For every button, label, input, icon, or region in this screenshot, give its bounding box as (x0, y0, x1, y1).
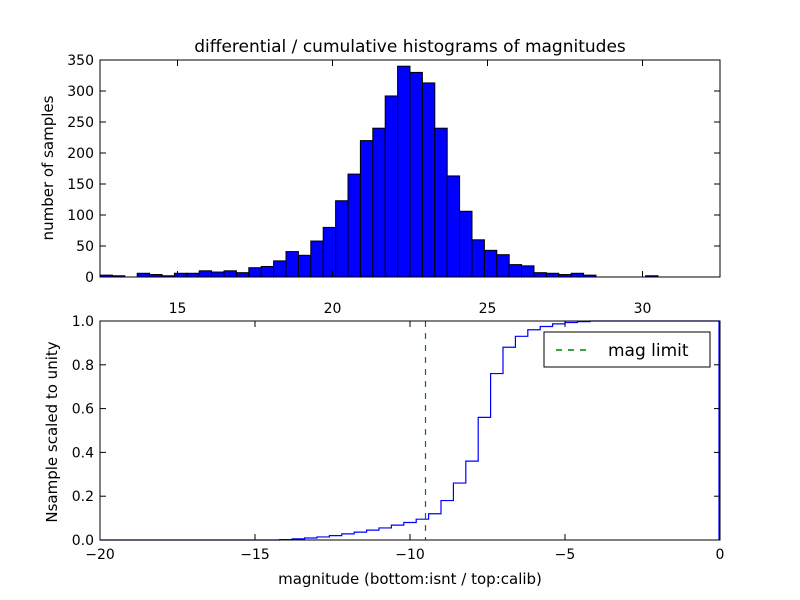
histogram-bar (335, 200, 349, 278)
x-tick-label: −10 (395, 547, 425, 563)
histogram-bar (310, 240, 324, 278)
histogram-bar (186, 272, 200, 278)
y-tick-label: 0 (85, 270, 94, 286)
cumulative-y-axis-label: Nsample scaled to unity (43, 341, 61, 522)
histogram-bars (99, 65, 659, 278)
y-tick-label: 0.0 (72, 533, 94, 549)
histogram-bar (347, 173, 361, 278)
cumulative-y-ticks: 0.0 0.2 0.4 0.6 0.8 1.0 (72, 314, 720, 549)
x-tick-label: −15 (240, 547, 270, 563)
histogram-bar (211, 271, 225, 278)
histogram-bar (273, 260, 287, 278)
x-tick-label: −20 (85, 547, 115, 563)
y-tick-label: 100 (67, 208, 94, 224)
histogram-bar (235, 272, 250, 278)
histogram-bar (533, 272, 547, 278)
cumulative-panel: 0.0 0.2 0.4 0.6 0.8 1.0 −20 −15 −10 −5 0 magnitud… (43, 314, 724, 588)
x-tick-label: 0 (716, 547, 725, 563)
histogram-bar (260, 265, 275, 278)
histogram-bar (508, 264, 523, 278)
x-tick-label: 30 (634, 301, 652, 317)
y-tick-label: 350 (67, 53, 94, 69)
y-tick-label: 200 (67, 146, 94, 162)
legend: mag limit (543, 331, 711, 368)
histogram-bar (223, 270, 237, 278)
histogram-bar (372, 127, 386, 278)
histogram-bar (248, 267, 262, 278)
histogram-bar (198, 270, 213, 278)
histogram-bar (359, 140, 374, 278)
histogram-y-axis-label: number of samples (39, 95, 57, 240)
x-tick-label: 20 (324, 301, 342, 317)
cumulative-series (100, 320, 720, 541)
histogram-bar (297, 254, 312, 278)
histogram-bar (459, 210, 473, 278)
y-tick-label: 0.8 (72, 358, 94, 374)
histogram-bar (496, 254, 510, 278)
histogram-bar (483, 249, 498, 278)
histogram-bar (397, 65, 411, 278)
histogram-bar (521, 265, 535, 278)
histogram-x-ticks: 15 20 25 30 (169, 60, 652, 317)
histogram-y-ticks: 0 50 100 150 200 250 300 350 (67, 53, 720, 286)
histogram-bar (136, 272, 151, 278)
y-tick-label: 1.0 (72, 314, 94, 330)
histogram-bar (446, 175, 461, 278)
chart-title: differential / cumulative histograms of … (194, 37, 626, 57)
histogram-bar (434, 127, 448, 278)
cumulative-x-axis-label: magnitude (bottom:isnt / top:calib) (278, 570, 542, 588)
histogram-bar (570, 272, 585, 278)
histogram-bar (322, 226, 337, 278)
x-tick-label: −5 (555, 547, 576, 563)
histogram-bar (285, 251, 299, 278)
cumulative-step-line (100, 320, 720, 541)
y-tick-label: 0.2 (72, 489, 94, 505)
histogram-panel: differential / cumulative histograms of … (39, 37, 721, 317)
legend-label-mag-limit: mag limit (608, 341, 689, 361)
x-tick-label: 25 (479, 301, 497, 317)
histogram-bar (173, 272, 188, 278)
cumulative-x-ticks: −20 −15 −10 −5 0 (85, 321, 724, 563)
y-tick-label: 150 (67, 177, 94, 193)
histogram-bar (471, 239, 485, 278)
histogram-frame (99, 59, 721, 278)
histogram-bar (384, 95, 399, 278)
x-tick-label: 15 (169, 301, 187, 317)
histogram-bar (421, 82, 436, 278)
y-tick-label: 50 (76, 239, 94, 255)
y-tick-label: 300 (67, 84, 94, 100)
y-tick-label: 0.4 (72, 445, 94, 461)
y-tick-label: 0.6 (72, 402, 94, 418)
histogram-bar (545, 272, 560, 278)
y-tick-label: 250 (67, 115, 94, 131)
histogram-bar (409, 71, 423, 278)
